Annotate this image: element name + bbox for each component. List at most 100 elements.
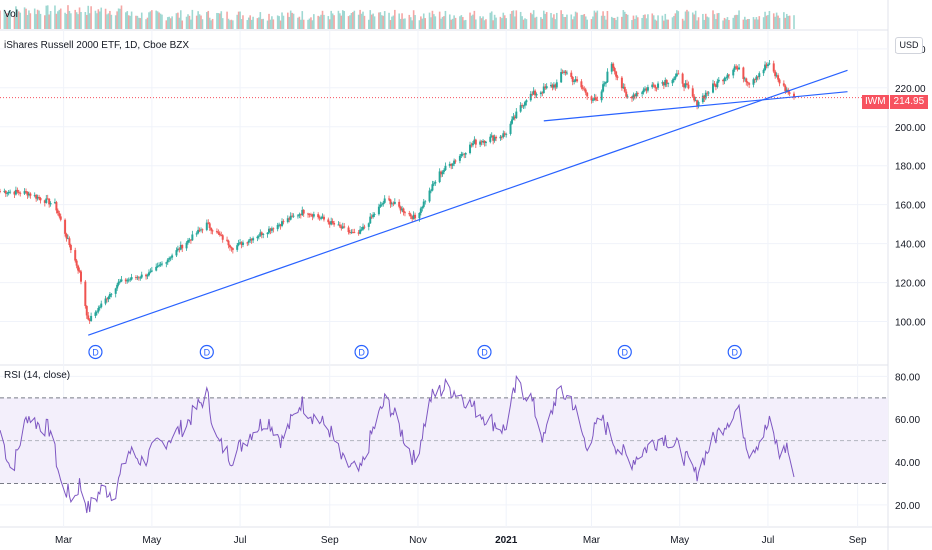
candle-body [662, 82, 665, 86]
volume-bar [145, 19, 147, 29]
candle-body [745, 78, 748, 83]
volume-bar [177, 12, 179, 29]
volume-bar [46, 5, 49, 29]
dividend-marker[interactable]: D [477, 344, 492, 360]
candle-body [221, 235, 224, 240]
volume-bar [262, 18, 265, 29]
candle-body [748, 83, 751, 85]
volume-bar [554, 19, 557, 29]
chart-title: iShares Russell 2000 ETF, 1D, Cboe BZX [4, 40, 189, 51]
volume-bar [33, 8, 36, 29]
candle-body [765, 64, 768, 67]
candle-body [451, 163, 454, 166]
candle-body [208, 223, 211, 228]
candle-body [622, 86, 625, 89]
volume-bar [583, 14, 586, 29]
candle-body [296, 215, 299, 217]
candle-body [626, 96, 629, 98]
candle-body [570, 72, 573, 77]
volume-bar [482, 16, 484, 29]
candle-body [279, 224, 282, 226]
candle-body [694, 100, 697, 102]
volume-bar [168, 16, 171, 29]
volume-bar [551, 17, 554, 29]
candle-body [422, 201, 425, 207]
candle-body [320, 218, 323, 219]
volume-bar [667, 19, 669, 29]
volume-bar [211, 18, 214, 29]
volume-bar [529, 12, 532, 29]
dividend-marker-label: D [622, 348, 629, 358]
price-tick-label: 200.00 [895, 123, 926, 134]
volume-bar [311, 20, 314, 29]
candle-body [499, 136, 502, 139]
volume-bar [350, 13, 353, 29]
volume-bar [479, 16, 481, 29]
candle-body [632, 94, 635, 99]
candle-body [367, 223, 370, 227]
volume-bar [256, 18, 259, 29]
volume-bar [59, 8, 62, 29]
candle-body [401, 208, 404, 211]
volume-bar [229, 20, 231, 29]
candle-body [327, 219, 330, 223]
volume-bar [631, 20, 633, 29]
candle-body [169, 257, 172, 259]
candle-body [620, 77, 623, 89]
candle-body [482, 140, 485, 143]
dividend-marker[interactable]: D [88, 344, 103, 360]
candle-body [616, 76, 619, 78]
volume-bar [694, 10, 697, 29]
volume-bar [438, 11, 441, 29]
candle-body [403, 212, 406, 214]
volume-bar [9, 10, 11, 29]
candle-body [576, 79, 579, 82]
dividend-marker[interactable]: D [617, 344, 632, 360]
dividend-marker[interactable]: D [727, 344, 742, 360]
volume-bar [462, 17, 464, 29]
trend-lines[interactable] [88, 69, 848, 336]
volume-bar [732, 17, 735, 29]
candle-body [408, 213, 411, 215]
volume-bar [260, 19, 263, 29]
volume-bar [450, 19, 453, 29]
volume-bar [266, 20, 269, 29]
volume-bar [767, 15, 769, 29]
candle-body [515, 111, 518, 119]
currency-badge[interactable]: USD [895, 37, 923, 54]
candle-body [483, 140, 486, 143]
candle-body [317, 214, 320, 218]
candle-body [600, 91, 603, 101]
volume-bar [106, 14, 108, 29]
candle-body [584, 89, 587, 93]
candle-body [563, 71, 566, 73]
volume-bar [360, 13, 363, 29]
volume-bar [522, 19, 525, 29]
volume-bar [4, 14, 7, 29]
candle-body [432, 183, 435, 185]
volume-bar [576, 12, 578, 29]
volume-bar [399, 18, 402, 29]
volume-bar [687, 11, 690, 29]
volume-bar [596, 10, 599, 30]
candle-body [168, 258, 171, 260]
candle-body [13, 191, 16, 195]
candle-body [362, 226, 365, 230]
volume-bar [696, 20, 698, 29]
candle-body [644, 88, 647, 90]
candle-body [788, 92, 791, 94]
candle-body [200, 229, 203, 231]
dividend-marker[interactable]: D [354, 344, 369, 360]
candle-body [59, 216, 62, 220]
volume-bar [519, 11, 522, 29]
candle-body [667, 83, 670, 85]
dividend-marker[interactable]: D [199, 344, 214, 360]
candle-body [104, 298, 107, 304]
volume-bar [372, 13, 374, 29]
volume-bar [87, 5, 90, 29]
volume-bar [616, 16, 619, 29]
candle-body [14, 189, 17, 195]
candle-body [340, 226, 343, 229]
